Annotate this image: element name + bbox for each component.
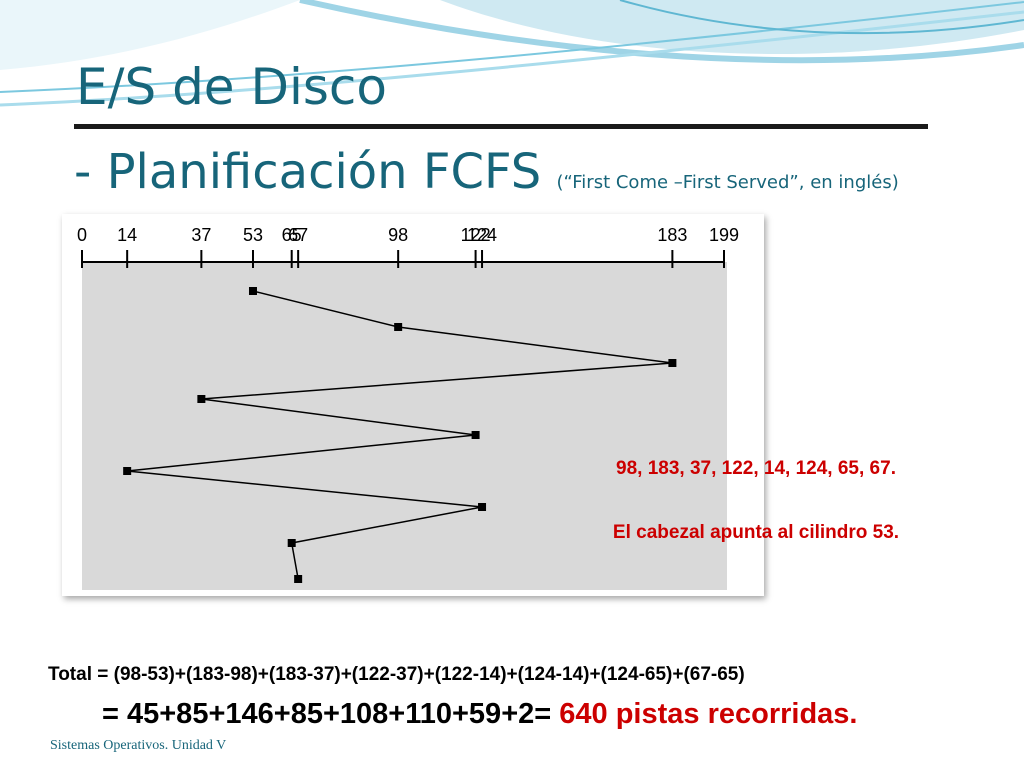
total-label: Total: [48, 664, 92, 685]
x-tick-label: 98: [388, 225, 408, 245]
title-underline: [74, 124, 928, 129]
decorative-waves: [0, 0, 1024, 107]
head-path-point: [294, 575, 303, 583]
x-tick-label: 37: [191, 225, 211, 245]
subtitle-main: - Planificación FCFS: [74, 144, 542, 200]
slide-footer: Sistemas Operativos. Unidad V: [50, 738, 227, 753]
head-start-note: El cabezal apunta al cilindro 53.: [612, 522, 900, 543]
x-tick-label: 199: [709, 225, 739, 245]
head-path-point: [478, 503, 487, 511]
request-sequence: 98, 183, 37, 122, 14, 124, 65, 67.: [616, 458, 896, 479]
head-path-point: [394, 323, 403, 331]
x-tick-label: 14: [117, 225, 137, 245]
slide-subtitle: - Planificación FCFS (“First Come –First…: [74, 148, 899, 196]
head-path-point: [471, 431, 480, 439]
head-path-point: [197, 395, 206, 403]
total-expr: = (98-53)+(183-98)+(183-37)+(122-37)+(12…: [91, 664, 745, 685]
x-tick-label: 183: [657, 225, 687, 245]
head-path-point: [123, 467, 132, 475]
result-highlight: 640 pistas recorridas.: [559, 698, 858, 730]
fcfs-head-movement-figure: 0 14 37 53 65 67 98 122 124 183 199: [62, 214, 764, 596]
x-tick-label: 124: [467, 225, 497, 245]
x-tick-label: 65: [282, 225, 302, 245]
sum-expression: = 45+85+146+85+108+110+59+2= 640 pistas …: [102, 698, 858, 731]
x-tick-label: 67: [288, 225, 308, 245]
sum-expr: = 45+85+146+85+108+110+59+2=: [102, 698, 552, 730]
x-tick-label: 122: [461, 225, 491, 245]
head-path-point: [248, 287, 257, 295]
total-expression: Total = (98-53)+(183-98)+(183-37)+(122-3…: [48, 664, 745, 686]
slide-title: E/S de Disco: [76, 58, 387, 116]
subtitle-note: (“First Come –First Served”, en inglés): [556, 172, 899, 193]
x-tick-label: 53: [243, 225, 263, 245]
x-tick-label: 0: [77, 225, 87, 245]
head-path-point: [668, 359, 677, 367]
head-path-point: [287, 539, 296, 547]
